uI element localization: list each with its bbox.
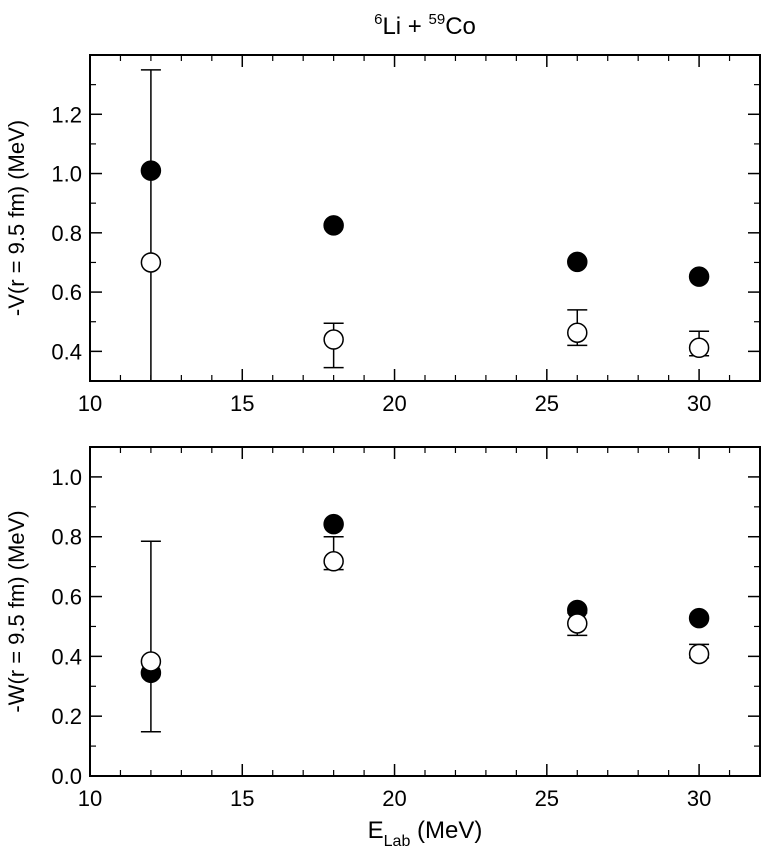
bottom-y-tick-label: 0.6 (51, 585, 82, 610)
top-x-tick-label: 15 (230, 391, 254, 416)
top-x-tick-label: 30 (687, 391, 711, 416)
bottom-panel: 10 15 20 25 30 0.0 0.2 0.4 0.6 0.8 1.0 -W(r = 9.5 f… (4, 446, 761, 811)
title-mass-number-co: 59 (429, 11, 446, 28)
bottom-plot-frame (89, 446, 761, 777)
bottom-data-layer (140, 513, 710, 733)
bottom-open-point (323, 551, 344, 572)
x-axis-title-unit: (MeV) (410, 817, 482, 844)
top-y-tick-label: 0.6 (51, 280, 82, 305)
bottom-x-tick-label: 20 (382, 786, 406, 811)
top-open-point (688, 337, 710, 359)
bottom-open-point (688, 643, 710, 665)
top-y-tick-label: 1.0 (51, 162, 82, 187)
bottom-x-tick-label: 15 (230, 786, 254, 811)
top-x-tick-label: 10 (78, 391, 102, 416)
bottom-x-tick-label: 10 (78, 786, 102, 811)
top-y-axis-title: -V(r = 9.5 fm) (MeV) (4, 120, 29, 316)
x-axis-title-subscript: Lab (384, 833, 411, 850)
bottom-y-tick-label: 1.0 (51, 465, 82, 490)
title-element-li: Li (382, 13, 401, 40)
bottom-y-tick-label: 0.8 (51, 525, 82, 550)
top-filled-point (567, 251, 588, 273)
top-open-point (140, 252, 162, 273)
title-element-co: Co (445, 13, 476, 40)
top-x-tick-label: 25 (535, 391, 559, 416)
x-axis-title: ELab (MeV) (368, 817, 483, 850)
bottom-open-point (567, 613, 588, 634)
bottom-open-point (140, 651, 162, 672)
bottom-x-tick-label: 30 (687, 786, 711, 811)
title-plus: + (401, 13, 428, 40)
top-filled-point (140, 160, 162, 181)
title-mass-number-li: 6 (374, 11, 382, 28)
x-axis-title-main: E (368, 817, 384, 844)
top-data-layer (140, 69, 710, 381)
top-x-tick-label: 20 (382, 391, 406, 416)
top-panel: 10 15 20 25 30 0.4 0.6 0.8 1.0 1.2 -V(r = 9.5 fm) … (4, 54, 761, 416)
bottom-y-tick-label: 0.2 (51, 704, 82, 729)
top-filled-point (323, 215, 344, 236)
top-open-point (323, 329, 344, 350)
top-plot-frame (89, 54, 761, 382)
chart-title: 6Li + 59Co (374, 11, 476, 40)
bottom-y-tick-label: 0.4 (51, 644, 82, 669)
top-filled-point (688, 266, 710, 287)
bottom-x-tick-label: 25 (535, 786, 559, 811)
top-y-tick-label: 0.4 (51, 339, 82, 364)
bottom-filled-point (688, 607, 710, 629)
bottom-y-tick-label: 0.0 (51, 764, 82, 789)
bottom-y-axis-title: -W(r = 9.5 fm) (MeV) (4, 510, 29, 712)
top-y-tick-label: 0.8 (51, 221, 82, 246)
bottom-filled-point (323, 513, 344, 535)
top-y-tick-label: 1.2 (51, 102, 82, 127)
top-open-point (567, 322, 588, 343)
